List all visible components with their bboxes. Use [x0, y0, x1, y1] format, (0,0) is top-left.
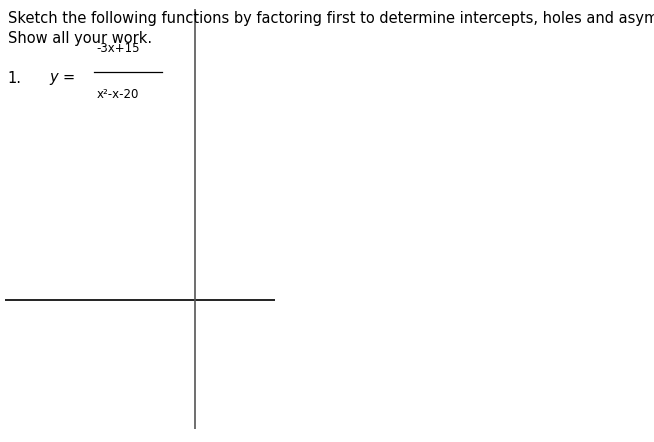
Text: Sketch the following functions by factoring first to determine intercepts, holes: Sketch the following functions by factor…: [8, 11, 654, 26]
Text: Show all your work.: Show all your work.: [8, 31, 152, 46]
Text: 1.: 1.: [8, 71, 22, 86]
Text: -3x+15: -3x+15: [97, 42, 141, 55]
Text: x²-x-20: x²-x-20: [97, 88, 139, 101]
Text: $y$ =: $y$ =: [49, 71, 75, 87]
